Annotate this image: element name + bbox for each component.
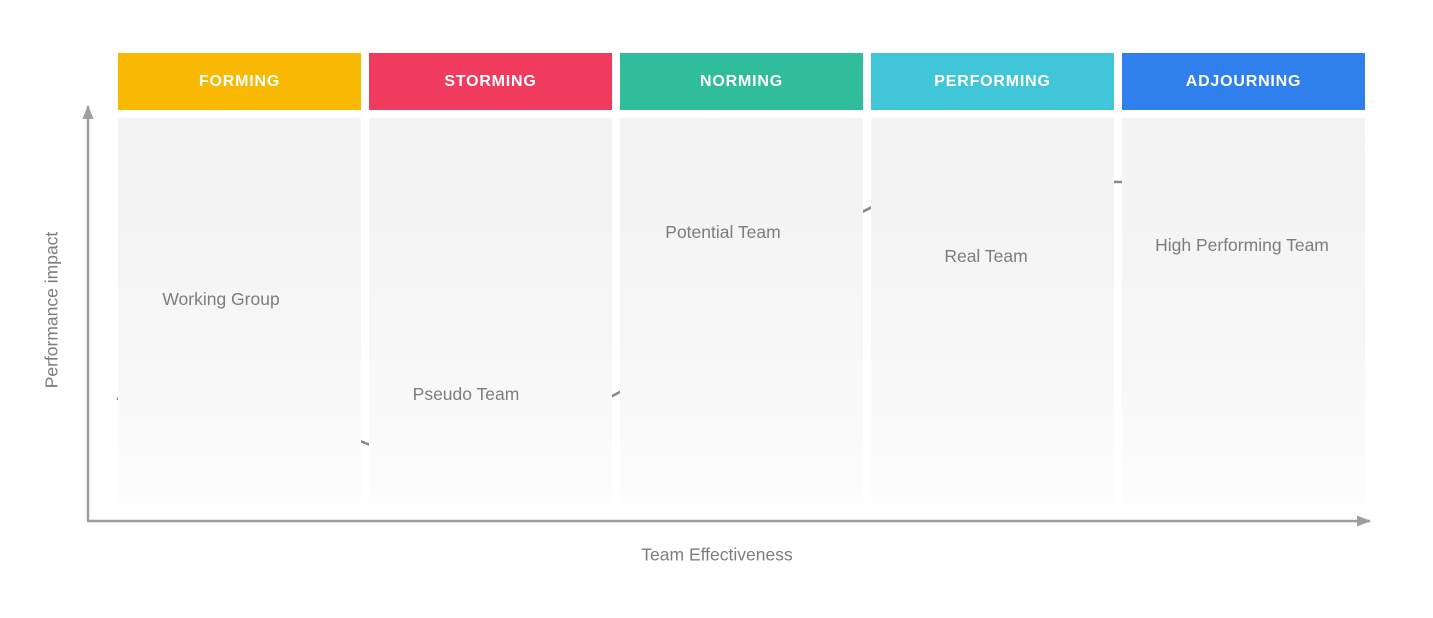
team-label-pseudo-team: Pseudo Team <box>412 384 520 405</box>
stage-bar-forming: FORMING <box>118 53 361 110</box>
stage-panel-performing <box>871 118 1114 503</box>
stage-panel-adjourning <box>1122 118 1365 503</box>
stage-panel-storming <box>369 118 612 503</box>
stage-bar-norming: NORMING <box>620 53 863 110</box>
y-axis-title: Performance impact <box>41 231 62 389</box>
stage-panels <box>118 118 1365 503</box>
stage-header-bars: FORMING STORMING NORMING PERFORMING ADJO… <box>118 53 1365 110</box>
stage-bar-storming: STORMING <box>369 53 612 110</box>
team-label-working-group: Working Group <box>162 289 280 310</box>
team-label-high-performing-team: High Performing Team <box>1155 235 1329 256</box>
stage-panel-norming <box>620 118 863 503</box>
team-label-potential-team: Potential Team <box>665 222 781 243</box>
stage-bar-performing: PERFORMING <box>871 53 1114 110</box>
team-label-real-team: Real Team <box>944 246 1028 267</box>
stage-bar-adjourning: ADJOURNING <box>1122 53 1365 110</box>
stage-panel-forming <box>118 118 361 503</box>
x-axis-title: Team Effectiveness <box>641 544 793 565</box>
